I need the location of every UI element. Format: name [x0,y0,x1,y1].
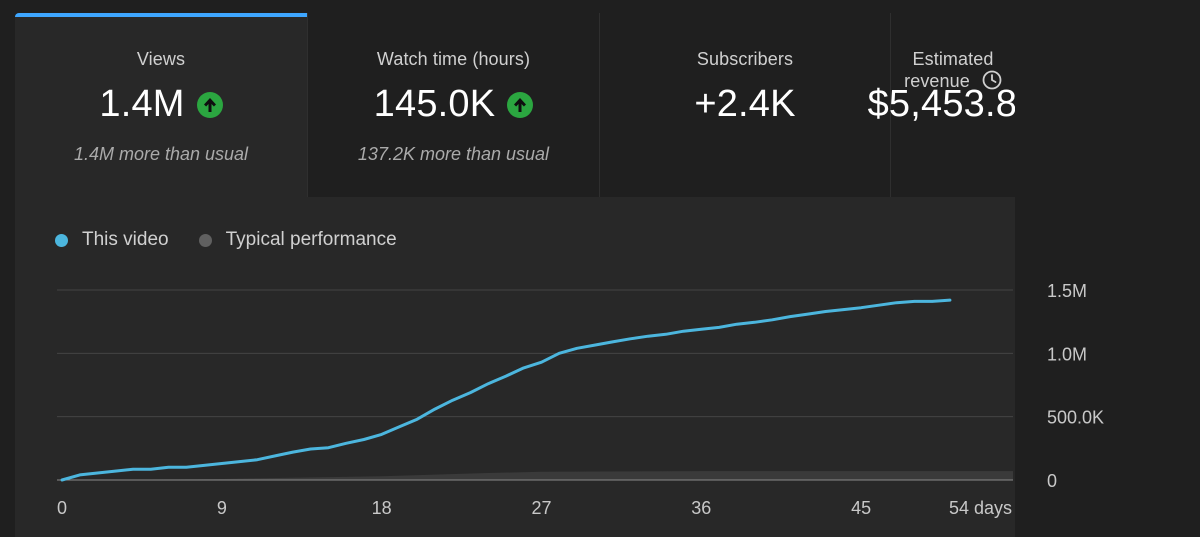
tab-estimated-revenue[interactable]: Estimated revenue $5,453.83 [868,13,1015,197]
tab-subscribers-label: Subscribers [696,49,794,69]
this-video-point [753,321,756,324]
this-video-point [735,323,739,326]
this-video-point [558,352,561,355]
y-tick-label: 500.0K [1047,408,1104,428]
legend-this-video-label: This video [82,229,169,250]
tab-revenue-value: $5,453.83 [867,83,1015,125]
this-video-point [291,450,295,454]
this-video-point [185,466,188,469]
this-video-point [575,347,579,350]
x-tick-label: 18 [372,498,392,518]
this-video-point [824,310,827,313]
this-video-line [60,298,952,482]
legend-dot-icon [55,233,68,247]
clock-icon[interactable] [982,70,1002,95]
analytics-panel: Views 1.4M 1.4M more than usual Watch ti… [15,13,1015,537]
this-video-point [664,333,667,336]
tab-revenue-label: Estimated revenue [904,49,994,91]
arrow-up-icon [507,91,534,118]
this-video-point [273,454,277,458]
tab-watch-time[interactable]: Watch time (hours) 145.0K 137.2K more th… [307,13,599,197]
chart-legend: This video Typical performance [55,229,427,251]
this-video-point [380,433,383,436]
this-video-point [646,335,650,338]
tab-subscribers-value: +2.4K [694,83,796,125]
legend-typical-label: Typical performance [225,229,397,250]
this-video-point [327,446,330,449]
this-video-point [220,462,224,465]
this-video-point [611,340,614,344]
tab-subscribers[interactable]: Subscribers +2.4K [599,13,890,197]
legend-dot-icon [198,233,212,247]
this-video-point [771,318,774,321]
x-tick-label: 54 days [949,498,1012,518]
this-video-point [700,328,703,331]
this-video-point [398,425,401,428]
x-tick-label: 9 [217,498,227,518]
this-video-point [415,418,419,421]
this-video-point [806,312,810,316]
this-video-point [877,304,881,307]
this-video-point [842,308,845,311]
this-video-point [60,478,64,482]
this-video-point [149,468,152,471]
this-video-point [948,298,952,302]
this-video-point [522,366,525,370]
this-video-point [433,407,437,411]
this-video-point [344,442,348,445]
this-video-point [238,460,241,463]
tab-views-value: 1.4M [99,83,185,125]
this-video-point [717,326,721,329]
tab-watch-time-note: 137.2K more than usual [357,144,550,164]
tab-views[interactable]: Views 1.4M 1.4M more than usual [15,13,307,197]
this-video-point [451,399,454,402]
tab-views-note: 1.4M more than usual [73,144,249,164]
metric-tabs: Views 1.4M 1.4M more than usual Watch ti… [15,13,1015,197]
typical-performance-band [62,471,1021,480]
this-video-point [859,306,863,309]
this-video-point [362,438,366,441]
this-video-point [256,458,259,461]
x-tick-label: 0 [57,498,67,518]
this-video-point [114,469,117,473]
this-video-point [469,391,472,394]
x-tick-label: 27 [531,498,551,518]
this-video-point [788,315,792,318]
tab-views-label: Views [136,49,186,69]
this-video-point [309,447,312,451]
this-video-point [167,466,170,469]
legend-typical-performance[interactable]: Typical performance [198,229,397,251]
this-video-point [78,473,81,477]
this-video-point [682,329,685,333]
this-video-point [540,361,543,364]
y-tick-label: 0 [1047,471,1057,491]
this-video-point [895,301,898,304]
this-video-point [486,382,490,385]
this-video-point [913,300,916,303]
this-video-point [930,300,934,303]
this-video-point [202,464,206,467]
this-video-point [629,337,632,340]
tab-watch-time-label: Watch time (hours) [376,49,531,69]
this-video-point [593,343,596,347]
x-tick-label: 45 [851,498,871,518]
legend-this-video[interactable]: This video [55,229,169,251]
this-video-point [96,471,99,475]
tab-watch-time-value: 145.0K [373,83,496,125]
x-tick-label: 36 [691,498,711,518]
y-tick-label: 1.5M [1047,281,1087,301]
this-video-point [504,374,508,378]
y-tick-label: 1.0M [1047,344,1087,364]
this-video-point [131,468,135,471]
arrow-up-icon [196,91,223,118]
